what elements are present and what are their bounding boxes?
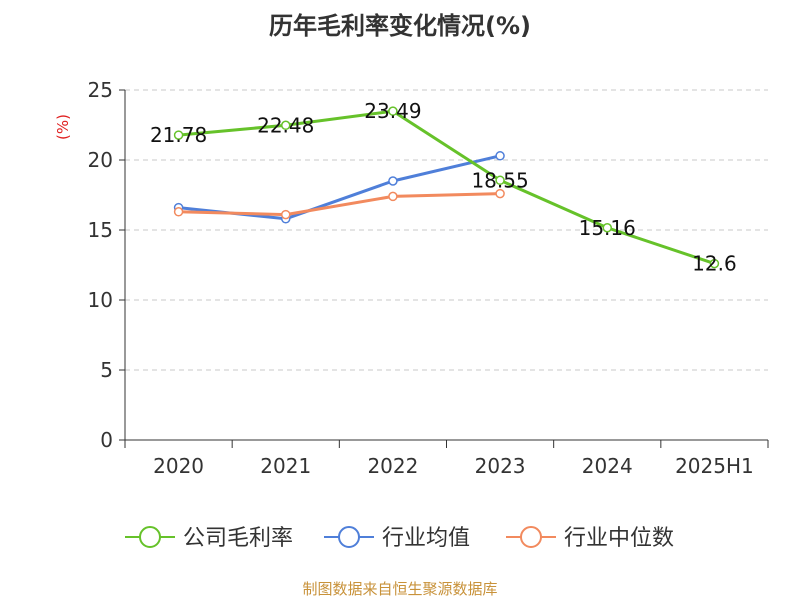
series-point xyxy=(281,120,291,131)
data-label: 22.48 xyxy=(257,113,314,137)
legend-marker xyxy=(520,526,542,548)
series-point xyxy=(709,258,720,269)
data-label: 21.78 xyxy=(150,123,207,147)
source-note: 制图数据来自恒生聚源数据库 xyxy=(302,580,498,598)
legend-marker xyxy=(338,526,360,548)
series-point xyxy=(495,151,505,161)
y-tick-label: 15 xyxy=(88,218,113,242)
legend-label: 公司毛利率 xyxy=(183,526,293,551)
y-tick-label: 20 xyxy=(88,148,113,172)
series-line xyxy=(178,154,501,221)
legend-label: 行业中位数 xyxy=(564,526,674,551)
series-line xyxy=(178,109,715,266)
y-axis-unit-label: (%) xyxy=(54,114,72,140)
series-point xyxy=(173,130,184,140)
y-tick-label: 0 xyxy=(100,428,113,452)
y-tick-label: 5 xyxy=(100,358,113,382)
x-tick-label: 2022 xyxy=(367,454,418,478)
series-point xyxy=(173,207,184,217)
y-tick-label: 25 xyxy=(88,78,113,102)
series-point xyxy=(388,106,398,116)
series-line xyxy=(178,192,501,217)
legend-marker xyxy=(139,526,161,548)
series-point xyxy=(602,223,612,233)
data-label: 23.49 xyxy=(364,99,421,123)
series-point xyxy=(281,209,291,220)
x-tick-label: 2020 xyxy=(153,454,204,478)
x-tick-label: 2025H1 xyxy=(675,454,754,478)
series-point xyxy=(495,175,505,186)
series-point xyxy=(495,188,505,199)
data-label: 15.16 xyxy=(579,216,636,240)
data-label: 18.55 xyxy=(471,168,528,192)
x-tick-label: 2024 xyxy=(582,454,633,478)
series-point xyxy=(388,176,398,186)
data-label: 12.6 xyxy=(692,252,737,276)
x-tick-label: 2021 xyxy=(260,454,311,478)
series-point xyxy=(388,191,398,202)
chart-title: 历年毛利率变化情况(%) xyxy=(269,12,531,40)
y-tick-label: 10 xyxy=(88,288,113,312)
legend-label: 行业均值 xyxy=(382,526,470,551)
x-tick-label: 2023 xyxy=(475,454,526,478)
